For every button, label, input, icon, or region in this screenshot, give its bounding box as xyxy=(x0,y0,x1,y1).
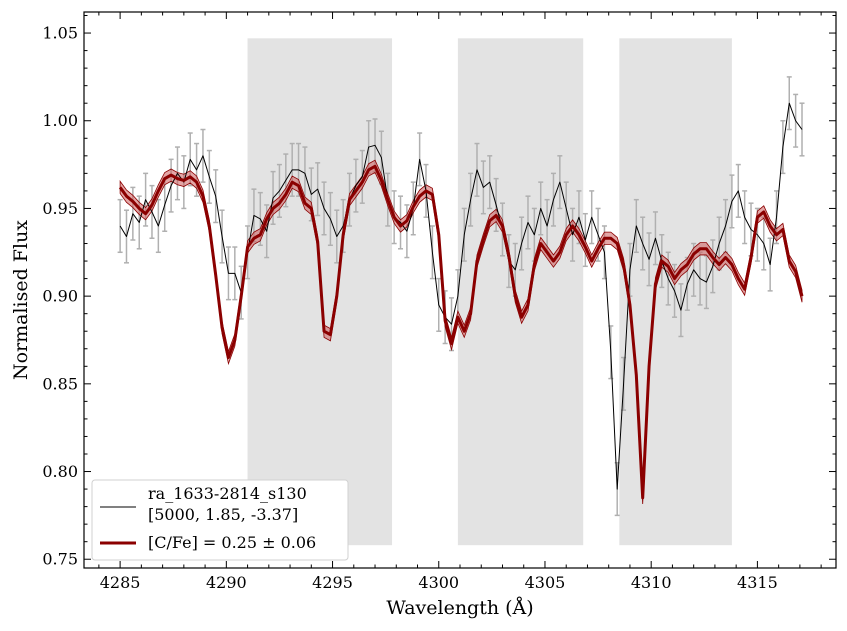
x-tick-label: 4300 xyxy=(418,573,459,592)
x-tick-label: 4305 xyxy=(525,573,566,592)
series-lines xyxy=(118,102,804,500)
y-tick-label: 0.90 xyxy=(42,287,78,306)
y-tick-label: 1.00 xyxy=(42,111,78,130)
x-tick-label: 4295 xyxy=(312,573,353,592)
legend-label-observed-line2: [5000, 1.85, -3.37] xyxy=(148,505,298,524)
axis-ticks: 4285 4290 4295 4300 4305 4310 4315 0.75 0.80 0.85… xyxy=(42,12,836,592)
x-tick-label: 4285 xyxy=(100,573,141,592)
y-axis-title: Normalised Flux xyxy=(10,220,32,380)
shaded-region-3 xyxy=(619,38,732,546)
x-tick-label: 4315 xyxy=(737,573,778,592)
legend: ra_1633-2814_s130 [5000, 1.85, -3.37] [C… xyxy=(91,479,349,561)
x-axis-title: Wavelength (Å) xyxy=(386,597,533,619)
x-tick-label: 4290 xyxy=(206,573,247,592)
x-tick-label: 4310 xyxy=(631,573,672,592)
legend-box xyxy=(91,479,349,561)
shaded-region-2 xyxy=(457,38,584,546)
legend-label-model: [C/Fe] = 0.25 ± 0.06 xyxy=(148,533,316,552)
legend-label-observed-line1: ra_1633-2814_s130 xyxy=(148,484,307,503)
series-line-model xyxy=(118,164,804,500)
y-tick-label: 1.05 xyxy=(42,24,78,43)
series-line-observed xyxy=(119,102,803,490)
y-tick-label: 0.85 xyxy=(42,374,78,393)
y-tick-label: 0.75 xyxy=(42,550,78,569)
y-tick-label: 0.80 xyxy=(42,462,78,481)
y-tick-label: 0.95 xyxy=(42,199,78,218)
